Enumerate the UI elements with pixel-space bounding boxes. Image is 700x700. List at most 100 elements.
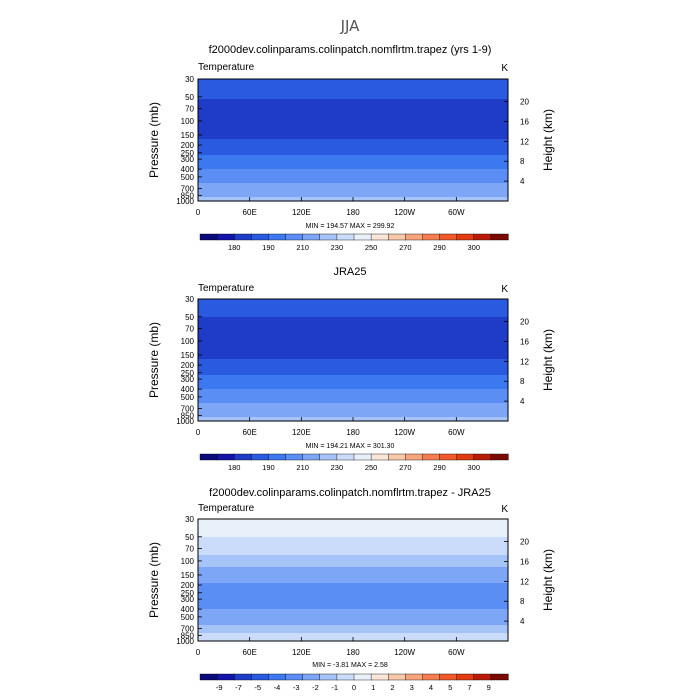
contour-band <box>198 105 508 108</box>
contour-band <box>198 403 508 406</box>
y-tick-label: 70 <box>185 104 194 113</box>
contour-band <box>198 79 508 82</box>
right-tick-label: 20 <box>520 318 529 327</box>
colorbar: -9 -7 -5 -4 -3 -2 -1 0 1 2 3 4 5 7 9 <box>199 673 509 692</box>
contour-band <box>198 179 508 182</box>
contour-band <box>198 313 508 316</box>
colorbar-swatch <box>490 233 509 241</box>
contour-band <box>198 371 508 374</box>
contour-band <box>198 141 508 144</box>
colorbar-label: 250 <box>365 243 378 252</box>
contour-band <box>198 363 508 366</box>
contour-band <box>198 85 508 88</box>
contour-band <box>198 389 508 392</box>
contour-band <box>198 519 508 522</box>
right-tick-label: 4 <box>520 617 525 626</box>
contour-band <box>198 543 508 546</box>
contour-band <box>198 303 508 306</box>
contour-band <box>198 151 508 154</box>
contour-band <box>198 155 508 158</box>
contour-band <box>198 553 508 556</box>
contour-band <box>198 615 508 618</box>
contour-band <box>198 611 508 614</box>
contour-band <box>198 359 508 362</box>
x-tick-label: 180 <box>346 428 360 437</box>
contour-band <box>198 387 508 390</box>
contour-band <box>198 145 508 148</box>
y-tick-label: 50 <box>185 313 194 322</box>
contour-band <box>198 571 508 574</box>
contour-band <box>198 537 508 540</box>
x-tick-label: 120W <box>394 428 415 437</box>
contour-band <box>198 365 508 368</box>
colorbar-label: 5 <box>448 683 452 692</box>
x-tick-label: 180 <box>346 648 360 657</box>
contour-band <box>198 567 508 570</box>
colorbar: 180 190 210 230 250 270 290 300 <box>199 453 509 472</box>
y-axis-label-right: Height (km) <box>541 329 555 391</box>
contour-band <box>198 623 508 626</box>
colorbar-swatch <box>422 233 441 241</box>
contour-band <box>198 407 508 410</box>
right-tick-label: 8 <box>520 157 525 166</box>
contour-band <box>198 115 508 118</box>
contour-band <box>198 315 508 318</box>
contour-band <box>198 187 508 190</box>
contour-band <box>198 193 508 196</box>
colorbar-swatch <box>268 453 287 461</box>
colorbar-label: 210 <box>296 243 309 252</box>
contour-band <box>198 191 508 194</box>
contour-band <box>198 585 508 588</box>
y-tick-label: 1000 <box>176 417 194 426</box>
contour-band <box>198 345 508 348</box>
right-tick-label: 4 <box>520 397 525 406</box>
colorbar-label: 3 <box>410 683 414 692</box>
contour-band <box>198 89 508 92</box>
y-tick-label: 700 <box>181 625 195 634</box>
contour-band <box>198 309 508 312</box>
contour-band <box>198 361 508 364</box>
contour-band <box>198 587 508 590</box>
contour-band <box>198 583 508 586</box>
colorbar-label: 210 <box>296 463 309 472</box>
contour-band <box>198 559 508 562</box>
colorbar-swatch <box>251 233 270 241</box>
contour-band <box>198 121 508 124</box>
colorbar-swatch <box>370 233 389 241</box>
contour-band <box>198 549 508 552</box>
contour-band <box>198 367 508 370</box>
colorbar-label: 230 <box>331 243 344 252</box>
y-tick-label: 850 <box>181 191 195 200</box>
right-tick-label: 4 <box>520 177 525 186</box>
y-tick-label: 500 <box>181 393 195 402</box>
colorbar-label: 190 <box>262 463 275 472</box>
colorbar-label: 7 <box>467 683 471 692</box>
colorbar-label: 290 <box>433 243 446 252</box>
contour-band <box>198 335 508 338</box>
contour-band <box>198 581 508 584</box>
y-tick-label: 850 <box>181 411 195 420</box>
contour-band <box>198 409 508 412</box>
contour-band <box>198 527 508 530</box>
colorbar-swatch <box>234 233 252 241</box>
contour-band <box>198 97 508 100</box>
contour-band <box>198 95 508 98</box>
y-axis-label-right: Height (km) <box>541 549 555 611</box>
contour-band <box>198 323 508 326</box>
contour-band <box>198 625 508 628</box>
contour-band <box>198 329 508 332</box>
colorbar-swatch <box>302 233 321 241</box>
x-tick-label: 120E <box>292 428 311 437</box>
contour-band <box>198 609 508 612</box>
contour-band <box>198 353 508 356</box>
y-tick-label: 30 <box>185 75 194 84</box>
contour-band <box>198 311 508 314</box>
contour-band <box>198 377 508 380</box>
colorbar-label: 2 <box>390 683 394 692</box>
colorbar-label: 230 <box>331 463 344 472</box>
contour-band <box>198 183 508 186</box>
x-tick-label: 60W <box>448 428 465 437</box>
colorbar-swatch <box>490 453 509 461</box>
colorbar-swatch <box>405 233 424 241</box>
